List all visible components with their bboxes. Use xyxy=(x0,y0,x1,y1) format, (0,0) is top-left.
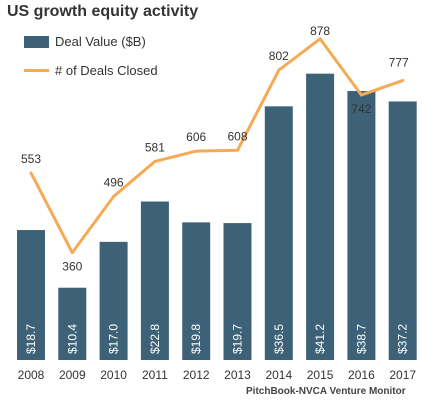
bar-2008 xyxy=(17,230,45,360)
bar-value-label-2008: $18.7 xyxy=(24,324,38,354)
bar-2014 xyxy=(264,106,293,360)
x-tick-2016: 2016 xyxy=(348,368,375,382)
deals-point-2011 xyxy=(153,159,157,163)
x-tick-2011: 2011 xyxy=(142,368,168,382)
deals-label-2014: 802 xyxy=(269,49,289,63)
deals-point-2008 xyxy=(29,171,33,175)
deals-point-2010 xyxy=(112,195,116,199)
bar-2011 xyxy=(140,201,169,360)
x-tick-2008: 2008 xyxy=(18,368,45,382)
bar-value-label-2017: $37.2 xyxy=(396,324,410,354)
bar-value-label-2015: $41.2 xyxy=(313,324,327,354)
legend-label-deals-closed: # of Deals Closed xyxy=(55,63,158,78)
deals-label-2013: 608 xyxy=(227,129,247,143)
legend-item-deals-closed: # of Deals Closed xyxy=(24,63,158,78)
x-tick-2009: 2009 xyxy=(59,368,86,382)
deals-label-2011: 581 xyxy=(145,140,165,154)
deals-point-2017 xyxy=(401,79,405,83)
deals-point-2013 xyxy=(236,148,239,152)
deals-label-2010: 496 xyxy=(104,176,124,190)
bar-2015 xyxy=(306,73,335,360)
bar-value-label-2016: $38.7 xyxy=(354,324,368,354)
legend-item-deal-value: Deal Value ($B) xyxy=(24,34,146,49)
bar-2009 xyxy=(58,287,87,360)
deals-label-2016: 742 xyxy=(351,102,371,116)
deals-label-2017: 777 xyxy=(389,56,409,70)
deals-label-2008: 553 xyxy=(21,152,41,166)
bar-value-label-2012: $19.8 xyxy=(189,324,203,354)
legend-bar-swatch xyxy=(24,35,49,48)
bar-2012 xyxy=(182,222,211,360)
deals-point-2014 xyxy=(277,68,281,72)
legend-line-swatch xyxy=(24,69,49,72)
source-credit: PitchBook-NVCA Venture Monitor xyxy=(246,386,406,397)
deals-label-2015: 878 xyxy=(310,24,330,38)
x-tick-2014: 2014 xyxy=(265,368,292,382)
x-tick-2015: 2015 xyxy=(307,368,334,382)
x-tick-2010: 2010 xyxy=(100,368,127,382)
bar-value-label-2009: $10.4 xyxy=(65,324,79,354)
legend-label-deal-value: Deal Value ($B) xyxy=(55,34,146,49)
deals-label-2009: 360 xyxy=(62,260,82,274)
deals-point-2016 xyxy=(359,93,363,97)
x-tick-2012: 2012 xyxy=(183,368,210,382)
bar-value-label-2010: $17.0 xyxy=(107,324,121,354)
deals-point-2012 xyxy=(194,149,198,153)
x-tick-2017: 2017 xyxy=(389,368,416,382)
chart-title: US growth equity activity xyxy=(7,3,199,20)
deals-closed-line xyxy=(29,37,404,255)
deals-point-2015 xyxy=(318,37,322,41)
bar-value-label-2013: $19.7 xyxy=(231,324,245,354)
bar-value-label-2011: $22.8 xyxy=(148,324,162,354)
deals-label-2012: 606 xyxy=(186,130,206,144)
bar-2017 xyxy=(388,101,417,361)
x-tick-2013: 2013 xyxy=(224,368,251,382)
bar-2016 xyxy=(347,91,376,360)
bar-2010 xyxy=(99,241,128,360)
deals-point-2009 xyxy=(70,251,74,255)
bar-value-label-2014: $36.5 xyxy=(272,324,286,354)
bar-2013 xyxy=(223,223,252,360)
